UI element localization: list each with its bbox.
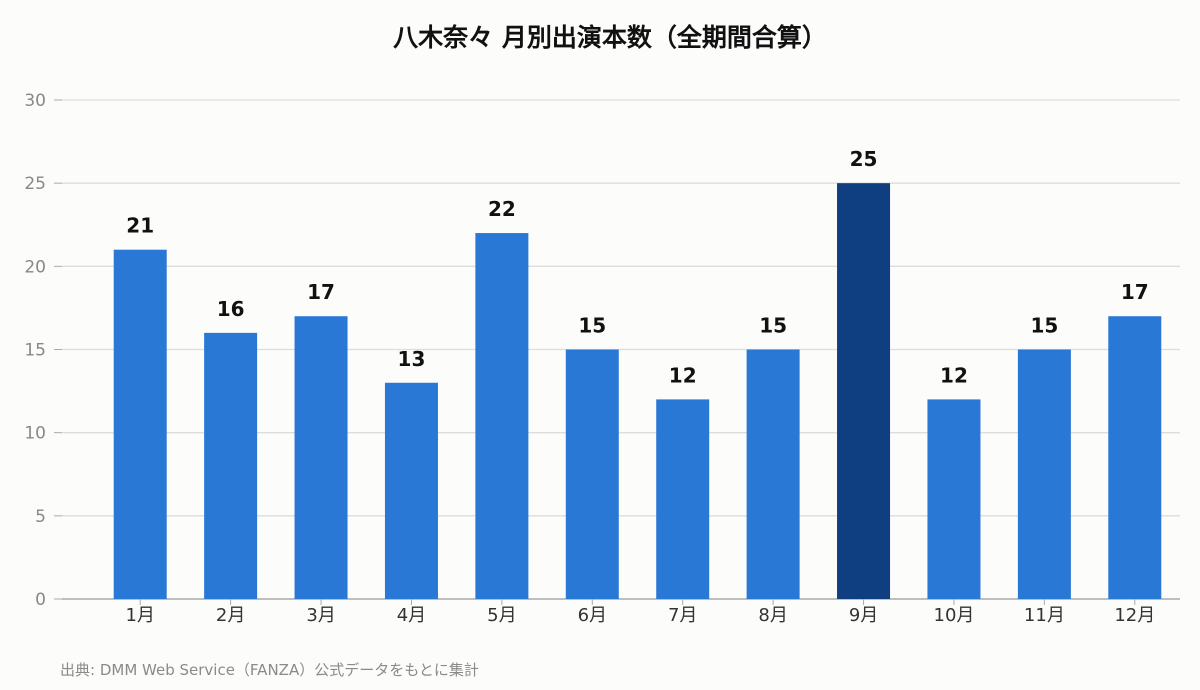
y-axis: 0 5 10 15 20 25 30 (24, 91, 62, 610)
x-tick-label: 12月 (1114, 605, 1155, 626)
bar-5 (475, 233, 529, 600)
data-label-2: 16 (217, 297, 245, 321)
y-tick-label: 5 (35, 507, 46, 527)
x-axis: 1月 2月 3月 4月 5月 6月 7月 8月 9月 10月 11月 12月 (125, 599, 1155, 626)
x-tick-label: 8月 (758, 605, 787, 626)
bar-8 (746, 349, 800, 599)
data-label-6: 15 (578, 314, 606, 338)
bar-10 (927, 399, 981, 599)
data-label-11: 15 (1030, 314, 1058, 338)
x-tick-label: 11月 (1024, 605, 1065, 626)
bar-2 (204, 332, 258, 599)
data-labels: 21 16 17 13 22 15 12 15 25 12 15 17 (126, 147, 1148, 387)
data-label-1: 21 (126, 214, 154, 238)
data-label-12: 17 (1121, 280, 1149, 304)
data-label-8: 15 (759, 314, 787, 338)
x-tick-label: 7月 (668, 605, 697, 626)
data-label-10: 12 (940, 363, 968, 387)
source-note: 出典: DMM Web Service（FANZA）公式データをもとに集計 (60, 661, 479, 679)
y-tick-label: 20 (24, 257, 46, 277)
bar-7 (656, 399, 710, 599)
x-tick-label: 9月 (849, 605, 878, 626)
data-label-9: 25 (850, 147, 878, 171)
x-tick-label: 1月 (125, 605, 154, 626)
y-tick-label: 25 (24, 174, 46, 194)
bar-4 (384, 382, 438, 599)
bar-11 (1017, 349, 1071, 599)
y-tick-label: 15 (24, 341, 46, 361)
x-tick-label: 5月 (487, 605, 516, 626)
y-tick-label: 30 (24, 91, 46, 111)
data-label-7: 12 (669, 363, 697, 387)
x-tick-label: 2月 (216, 605, 245, 626)
bar-12 (1108, 316, 1162, 599)
data-label-3: 17 (307, 280, 335, 304)
x-tick-label: 10月 (934, 605, 975, 626)
x-tick-label: 4月 (397, 605, 426, 626)
y-tick-label: 10 (24, 424, 46, 444)
x-tick-label: 3月 (306, 605, 335, 626)
chart-title: 八木奈々 月別出演本数（全期間合算） (393, 23, 827, 52)
bar-3 (294, 316, 348, 599)
x-tick-label: 6月 (578, 605, 607, 626)
y-tick-label: 0 (35, 590, 46, 610)
data-label-4: 13 (398, 347, 426, 371)
bar-9 (837, 183, 891, 599)
bar-1 (113, 249, 167, 599)
data-label-5: 22 (488, 197, 516, 221)
bar-6 (565, 349, 619, 599)
bars (113, 183, 1162, 600)
